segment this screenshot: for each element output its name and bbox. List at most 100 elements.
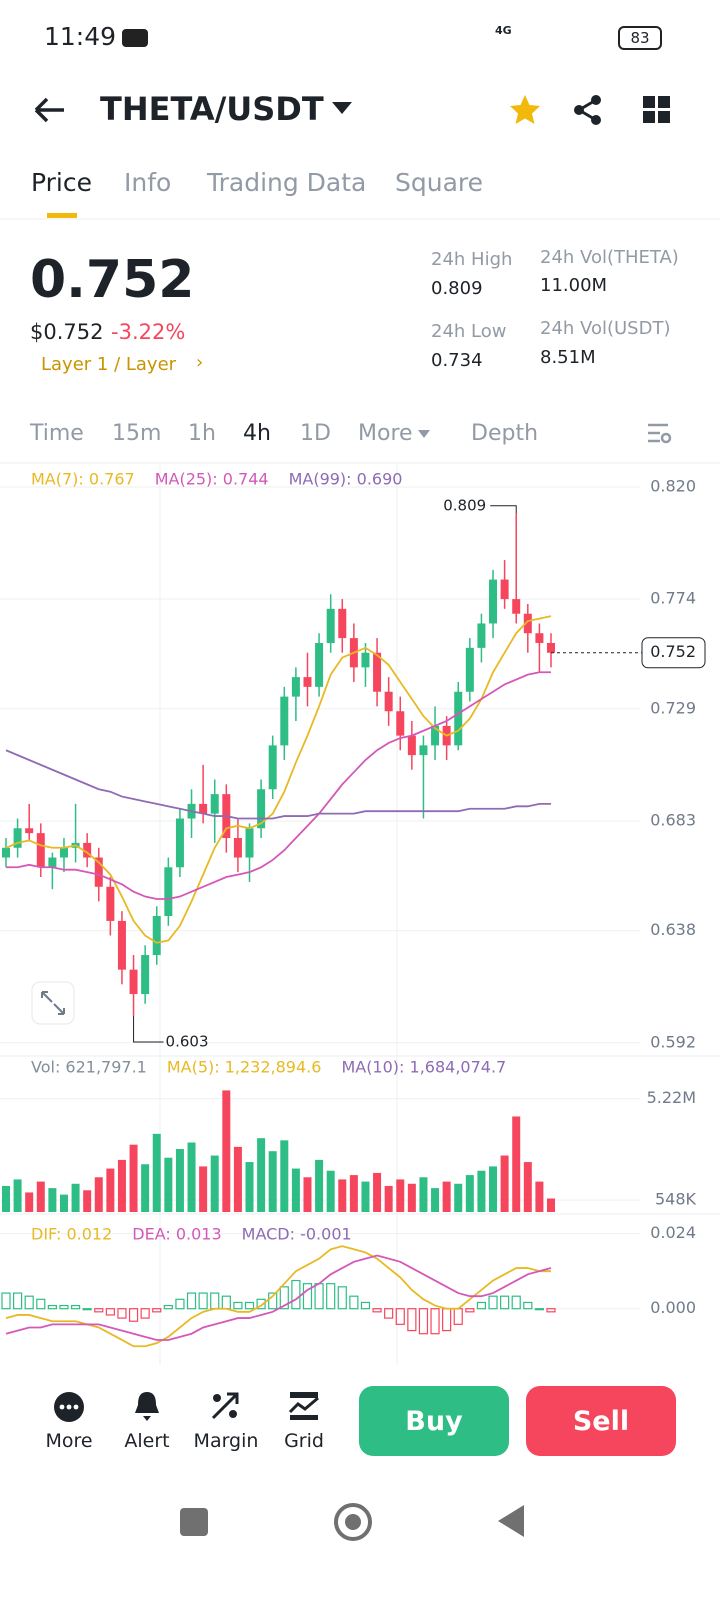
y-tick-label: 0.000 (650, 1298, 696, 1317)
interval[interactable]: 1h (188, 421, 216, 446)
candle-body (280, 696, 289, 746)
volume-bar (245, 1162, 254, 1212)
volume-bar (431, 1188, 440, 1212)
volume-bar (338, 1179, 347, 1212)
volume-bar (326, 1170, 335, 1212)
y-tick-label: 0.683 (650, 810, 696, 829)
stat-label: 24h Low (431, 321, 507, 342)
interval[interactable]: 4h (243, 421, 271, 446)
macd-bar (117, 1308, 127, 1319)
tool-label[interactable]: Grid (284, 1430, 324, 1452)
favorite[interactable] (508, 93, 542, 127)
candle-body (48, 857, 57, 868)
stat-label: 24h Vol(THETA) (540, 247, 679, 268)
macd-bar (546, 1308, 556, 1313)
nav-back[interactable] (498, 1505, 524, 1537)
volume-bar (25, 1192, 34, 1212)
interval[interactable]: Time (30, 421, 84, 446)
y-tick-label: 0.774 (650, 589, 696, 608)
stat-label: 24h Vol(USDT) (540, 318, 671, 339)
candle-body (268, 745, 277, 790)
macd-bar (326, 1283, 336, 1310)
interval[interactable]: 1D (300, 421, 331, 446)
y-tick-label: 548K (655, 1190, 697, 1209)
candle-body (291, 677, 300, 697)
nav-recents[interactable] (180, 1508, 208, 1536)
candle-body (245, 828, 254, 858)
macd-bar (82, 1308, 92, 1311)
macd-line (5, 1245, 551, 1348)
tab[interactable]: Trading Data (207, 168, 367, 197)
macd-bar (360, 1301, 371, 1310)
volume-bar (117, 1159, 126, 1212)
tool-label[interactable]: More (45, 1430, 93, 1452)
macd-bar (94, 1308, 104, 1313)
volume-bar (315, 1159, 324, 1212)
legend-entry: DEA: 0.013 (132, 1225, 221, 1244)
macd-bar (36, 1298, 46, 1310)
interval[interactable]: 15m (112, 421, 162, 446)
interval[interactable]: Depth (471, 421, 539, 446)
tab[interactable]: Square (395, 168, 484, 197)
time: 11:49 (44, 22, 117, 51)
volume-bar (442, 1181, 451, 1212)
volume-bar (199, 1166, 208, 1212)
volume-bar (233, 1146, 242, 1212)
nav-home[interactable] (334, 1503, 372, 1541)
stat-value: 11.00M (540, 275, 608, 296)
y-tick-label: 0.024 (650, 1223, 696, 1242)
menu[interactable] (642, 95, 672, 125)
volume-bar (94, 1177, 103, 1212)
macd-bar (12, 1292, 23, 1310)
candle-body (431, 725, 440, 746)
legend-entry: Vol: 621,797.1 (31, 1058, 147, 1077)
candle-body (396, 711, 405, 736)
candle-body (373, 652, 382, 692)
volume-bar (83, 1190, 92, 1212)
tool-label[interactable]: Alert (124, 1430, 170, 1452)
candle-body (338, 608, 347, 639)
tab[interactable]: Info (124, 168, 172, 197)
dropdown[interactable] (332, 102, 352, 116)
candle-body (384, 691, 393, 712)
buy-button[interactable]: Buy (359, 1386, 509, 1456)
back-button[interactable] (32, 94, 68, 126)
candle-body (13, 828, 22, 848)
volume-bar (419, 1177, 428, 1212)
network: 4G (495, 24, 512, 37)
macd-bar (465, 1308, 475, 1313)
macd-bar (291, 1279, 301, 1310)
expand-button[interactable] (31, 981, 75, 1025)
candle-body (257, 789, 266, 829)
macd-bar (268, 1292, 278, 1310)
macd-bar (24, 1295, 34, 1310)
share[interactable] (572, 94, 604, 126)
macd-bar (221, 1295, 231, 1310)
legend-entry: DIF: 0.012 (31, 1225, 112, 1244)
macd-bar (140, 1308, 150, 1319)
tab[interactable]: Price (31, 168, 92, 197)
macd-bar (418, 1308, 429, 1335)
volume-bar (129, 1144, 138, 1212)
tool-label[interactable]: Margin (193, 1430, 259, 1452)
expand-icon (41, 991, 65, 1015)
sell-button[interactable]: Sell (526, 1386, 676, 1456)
macd-bar (372, 1308, 382, 1313)
macd-line (5, 1254, 552, 1341)
candle-body (315, 642, 324, 687)
interval[interactable]: More (358, 421, 413, 446)
stat-value: 8.51M (540, 347, 596, 368)
macd-bar (47, 1304, 57, 1310)
macd-bar (337, 1286, 347, 1310)
candle-body (83, 842, 92, 858)
pair[interactable]: THETA/USDT (100, 90, 324, 128)
settings[interactable] (646, 422, 672, 446)
candle-body (407, 735, 416, 756)
last-price-label: 0.752 (650, 642, 696, 661)
macd-bar (163, 1304, 173, 1310)
category[interactable]: Layer 1 / Layer (41, 354, 177, 375)
y-tick-label: 0.820 (650, 476, 696, 495)
macd-bar (186, 1292, 197, 1310)
volume-bar (152, 1133, 161, 1212)
